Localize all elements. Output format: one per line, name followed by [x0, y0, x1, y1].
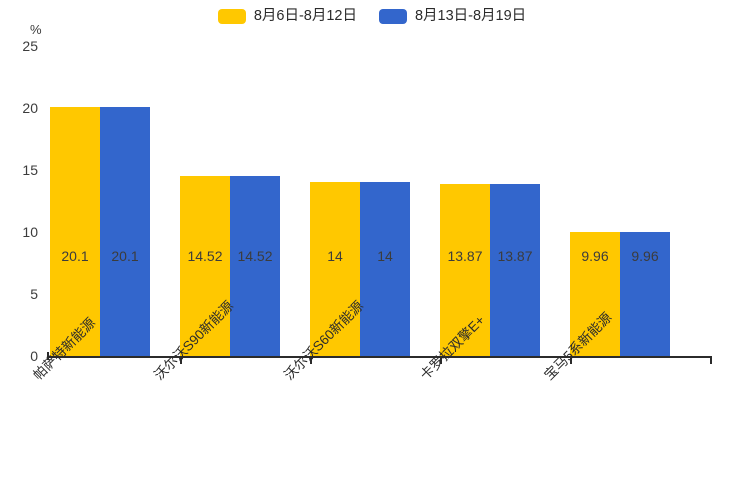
bar-value-label: 9.96: [631, 248, 659, 264]
legend-swatch-icon-series-1: [217, 9, 246, 24]
plot-area: 20.1 20.1 14.52 14.52 14 14 13.87: [48, 107, 710, 356]
y-axis-unit-label: %: [30, 22, 42, 37]
bar-series-1-category-4[interactable]: 13.87: [440, 184, 490, 356]
bar-series-1-category-5[interactable]: 9.96: [570, 232, 620, 356]
y-axis-tick-25: 25: [22, 38, 38, 54]
chart-legend: 8月6日-8月12日 8月13日-8月19日: [0, 9, 744, 24]
y-axis-tick-5: 5: [30, 286, 38, 302]
bar-group-2: 14.52 14.52: [180, 108, 280, 356]
bar-group-5: 9.96 9.96: [570, 108, 670, 356]
bar-series-1-category-3[interactable]: 14: [310, 182, 360, 356]
y-axis-tick-0: 0: [30, 348, 38, 364]
bar-value-label: 14: [327, 248, 343, 264]
bar-series-1-category-2[interactable]: 14.52: [180, 176, 230, 356]
x-axis-tick-3: [440, 356, 442, 364]
bar-series-2-category-4[interactable]: 13.87: [490, 184, 540, 356]
legend-item-series-1[interactable]: 8月6日-8月12日: [217, 8, 357, 25]
bar-value-label: 14.52: [237, 248, 273, 264]
bar-series-1-category-1[interactable]: 20.1: [50, 107, 100, 356]
bar-group-1: 20.1 20.1: [50, 107, 150, 356]
x-axis-tick-2: [310, 356, 312, 364]
legend-label-series-2: 8月13日-8月19日: [414, 8, 527, 25]
legend-swatch-icon-series-2: [378, 9, 407, 24]
bar-value-label: 9.96: [581, 248, 609, 264]
x-axis-line: [48, 356, 711, 358]
y-axis-line-cap: [47, 352, 49, 360]
bar-value-label: 14.52: [187, 248, 223, 264]
bar-value-label: 14: [377, 248, 393, 264]
y-axis-tick-15: 15: [22, 162, 38, 178]
bar-series-2-category-2[interactable]: 14.52: [230, 176, 280, 356]
bar-value-label: 20.1: [61, 248, 89, 264]
bar-value-label: 20.1: [111, 248, 139, 264]
bar-value-label: 13.87: [497, 248, 533, 264]
x-axis-tick-5: [710, 356, 712, 364]
bar-series-2-category-3[interactable]: 14: [360, 182, 410, 356]
y-axis-tick-20: 20: [22, 100, 38, 116]
x-axis-tick-4: [570, 356, 572, 364]
y-axis-tick-10: 10: [22, 224, 38, 240]
bar-series-2-category-1[interactable]: 20.1: [100, 107, 150, 356]
bar-series-2-category-5[interactable]: 9.96: [620, 232, 670, 356]
bar-group-3: 14 14: [310, 108, 410, 356]
bar-group-4: 13.87 13.87: [440, 108, 540, 356]
legend-item-series-2[interactable]: 8月13日-8月19日: [378, 8, 527, 25]
legend-label-series-1: 8月6日-8月12日: [253, 8, 357, 25]
x-axis-tick-1: [180, 356, 182, 364]
bar-value-label: 13.87: [447, 248, 483, 264]
